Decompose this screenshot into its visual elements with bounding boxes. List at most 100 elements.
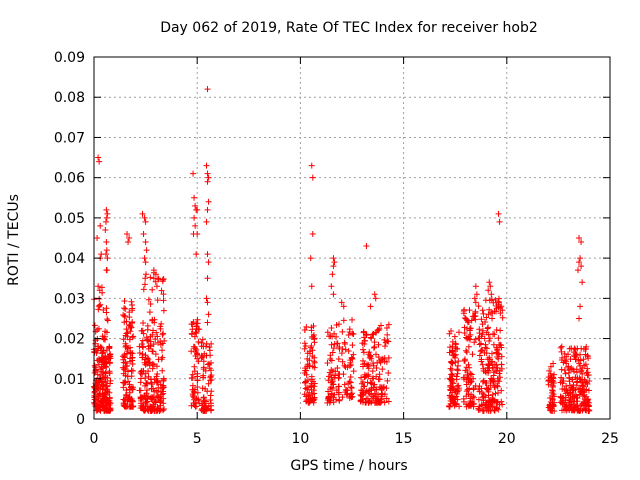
data-point [462,315,469,322]
data-point [495,298,502,305]
data-point [142,218,149,225]
data-point [483,314,490,321]
data-point [476,341,483,348]
data-point [447,376,454,383]
data-point [385,354,392,361]
data-point [495,389,502,396]
data-point [365,371,372,378]
x-tick-label: 15 [395,431,413,447]
data-point [494,345,501,352]
data-point [448,371,455,378]
data-point [128,350,135,357]
data-point [123,387,130,394]
data-point [496,401,503,408]
data-point [481,335,488,342]
data-point [193,320,200,327]
data-point [102,226,109,233]
data-point [581,392,588,399]
data-point [203,218,210,225]
data-point [547,394,554,401]
data-point [346,378,353,385]
data-point [149,348,156,355]
data-point [335,389,342,396]
data-point [446,375,453,382]
data-point [143,247,150,254]
data-point [371,339,378,346]
data-point [562,403,569,410]
data-point [357,397,364,404]
data-point [493,349,500,356]
data-point [569,384,576,391]
data-point [471,295,478,302]
data-point [99,391,106,398]
data-point [329,377,336,384]
data-point [451,386,458,393]
axis-ticks [93,56,611,420]
data-point [153,407,160,414]
data-point [103,206,110,213]
data-point [159,331,166,338]
data-point [146,359,153,366]
data-point [189,331,196,338]
data-point [140,319,147,326]
data-point [496,370,503,377]
data-point [159,367,166,374]
data-point [483,407,490,414]
data-point [483,385,490,392]
data-point [141,392,148,399]
data-point [447,365,454,372]
data-point [194,316,201,323]
data-point [100,381,107,388]
data-point [472,336,479,343]
data-point [307,255,314,262]
data-point [584,365,591,372]
data-point [141,214,148,221]
data-point [577,376,584,383]
data-point [557,394,564,401]
data-point [208,359,215,366]
data-point [103,347,110,354]
data-point [340,303,347,310]
data-point [192,329,199,336]
data-point [472,312,479,319]
data-point [128,298,135,305]
data-point [204,251,211,258]
data-point [308,384,315,391]
data-point [206,347,213,354]
data-point [327,352,334,359]
y-tick-label: 0.08 [54,90,85,106]
data-point [341,362,348,369]
data-point [369,368,376,375]
data-point [371,381,378,388]
data-point [149,286,156,293]
data-point [462,347,469,354]
data-point [192,345,199,352]
data-point [308,373,315,380]
data-point [381,399,388,406]
data-point [324,329,331,336]
data-point [311,383,318,390]
data-point [347,374,354,381]
data-point [151,406,158,413]
data-point [579,370,586,377]
data-point [189,371,196,378]
grid [94,57,610,419]
data-point [335,356,342,363]
data-point [550,401,557,408]
data-point [121,319,128,326]
data-point [190,392,197,399]
data-point [123,362,130,369]
data-point [342,346,349,353]
data-point [470,313,477,320]
data-point [360,328,367,335]
data-point [490,364,497,371]
data-point [475,396,482,403]
data-point [309,363,316,370]
data-point [328,283,335,290]
data-point [195,338,202,345]
data-point [467,399,474,406]
data-point [161,405,168,412]
data-point [558,343,565,350]
x-tick-labels: 0 5 10 15 20 25 [90,431,619,447]
data-point [345,332,352,339]
